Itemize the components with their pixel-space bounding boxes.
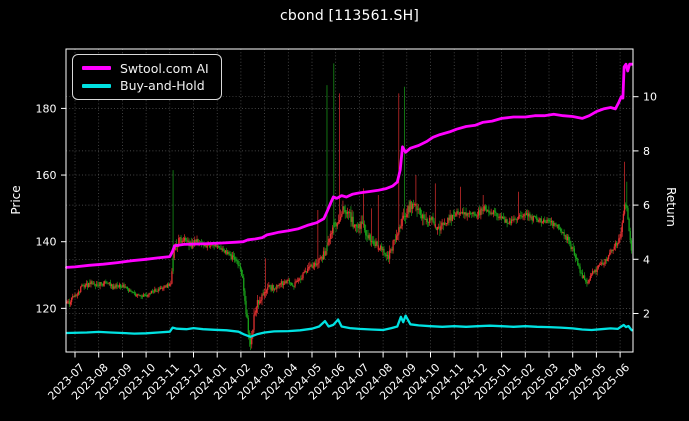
- y-axis-label-price: Price: [9, 185, 23, 215]
- y-axis-label-return: Return: [664, 187, 678, 227]
- svg-text:4: 4: [643, 253, 650, 266]
- svg-text:6: 6: [643, 199, 650, 212]
- plot-border: [65, 48, 634, 353]
- legend-item-ai: Swtool.com AI: [82, 61, 212, 76]
- legend-label-ai: Swtool.com AI: [120, 60, 209, 76]
- svg-text:8: 8: [643, 145, 650, 158]
- buy-and-hold-line-swatch: [82, 84, 111, 88]
- candles-layer: [66, 63, 633, 351]
- y-axis-right-labels: 2 4 6 8 10: [633, 91, 657, 321]
- ai-line: [65, 62, 634, 269]
- x-axis-labels: 2023-072023-082023-092023-102023-112023-…: [45, 352, 632, 403]
- svg-text:120: 120: [36, 302, 57, 315]
- svg-text:180: 180: [36, 102, 57, 115]
- ai-line-swatch: [82, 66, 111, 70]
- buy-hold-line: [65, 314, 634, 338]
- svg-text:140: 140: [36, 236, 57, 249]
- legend-label-buy-and-hold: Buy-and-Hold: [120, 78, 205, 94]
- svg-text:2: 2: [643, 308, 650, 321]
- legend-item-buy-and-hold: Buy-and-Hold: [82, 78, 212, 93]
- svg-text:10: 10: [643, 91, 657, 104]
- legend: Swtool.com AI Buy-and-Hold: [72, 54, 222, 100]
- chart-title: cbond [113561.SH]: [280, 8, 419, 24]
- svg-text:160: 160: [36, 169, 57, 182]
- y-axis-left-labels: 120 140 160 180: [36, 102, 66, 315]
